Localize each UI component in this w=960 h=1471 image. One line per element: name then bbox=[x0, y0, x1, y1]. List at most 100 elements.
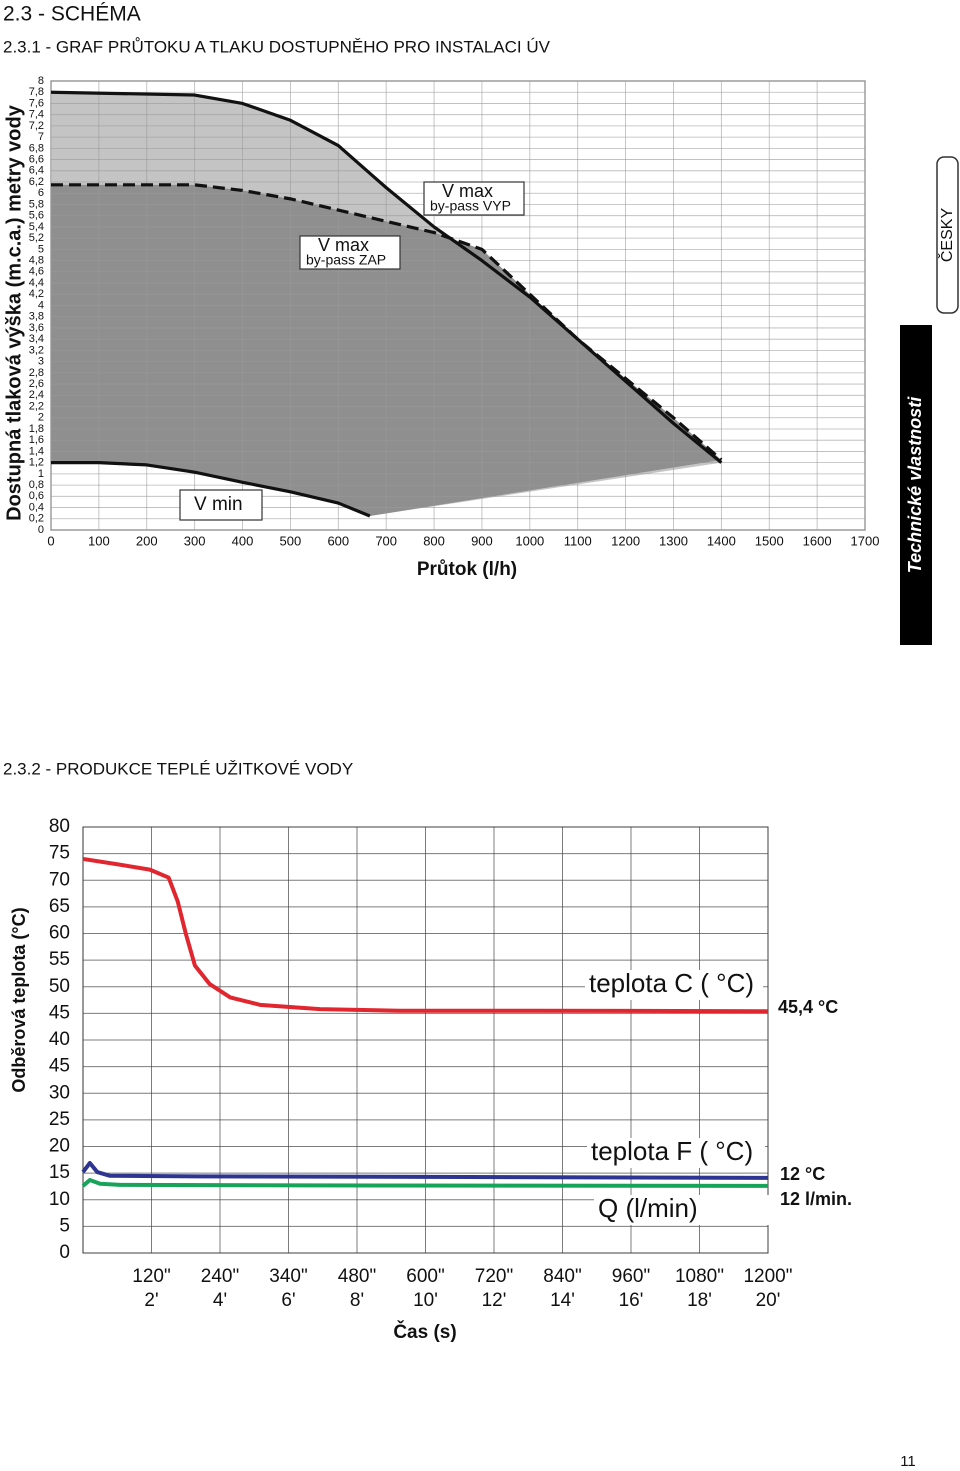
series-label-note: by-pass VYP bbox=[430, 198, 511, 214]
label-bg bbox=[587, 1138, 765, 1168]
y-tick-label: 5 bbox=[59, 1215, 70, 1236]
y-tick-label: 2,4 bbox=[29, 389, 44, 401]
x-tick-label: 1200 bbox=[611, 533, 640, 548]
y-tick-label: 5,4 bbox=[29, 221, 44, 233]
y-tick-label: 20 bbox=[49, 1136, 70, 1157]
y-tick-label: 4 bbox=[38, 299, 44, 311]
y-tick-label: 3,2 bbox=[29, 344, 44, 356]
annotation: 12 l/min. bbox=[780, 1189, 852, 1209]
x-axis-label: Čas (s) bbox=[393, 1321, 456, 1343]
y-tick-label: 40 bbox=[49, 1029, 70, 1050]
y-tick-label: 6,2 bbox=[29, 176, 44, 188]
x-tick-label: 600" bbox=[406, 1266, 444, 1287]
x-tick-sublabel: 8' bbox=[350, 1290, 364, 1311]
y-tick-label: 0 bbox=[59, 1242, 70, 1263]
x-tick-sublabel: 6' bbox=[281, 1290, 295, 1311]
x-tick-label: 1600 bbox=[803, 533, 832, 548]
x-tick-sublabel: 18' bbox=[687, 1290, 712, 1311]
heading: 2.3 - SCHÉMA bbox=[3, 3, 141, 26]
series-label: V max bbox=[318, 235, 369, 255]
x-tick-label: 1100 bbox=[564, 533, 592, 548]
x-tick-label: 340" bbox=[269, 1266, 307, 1287]
series-label-note: by-pass ZAP bbox=[306, 252, 386, 268]
y-tick-label: 1,2 bbox=[29, 457, 44, 469]
y-tick-label: 7,8 bbox=[29, 86, 44, 98]
y-tick-label: 5 bbox=[38, 243, 44, 255]
series-line bbox=[51, 183, 723, 462]
x-tick-label: 900 bbox=[471, 533, 493, 548]
y-tick-label: 65 bbox=[49, 896, 70, 917]
x-tick-label: 200 bbox=[136, 533, 158, 548]
x-tick-label: 400 bbox=[232, 533, 254, 548]
y-axis-label: Dostupná tlaková výška (m.c.a.) metry vo… bbox=[3, 104, 25, 521]
x-tick-label: 1400 bbox=[707, 533, 736, 548]
x-tick-label: 600 bbox=[327, 533, 349, 548]
x-tick-sublabel: 16' bbox=[619, 1290, 644, 1311]
series-label: V max bbox=[442, 181, 493, 201]
y-tick-label: 0,6 bbox=[29, 490, 44, 502]
page-number: 11 bbox=[900, 1453, 916, 1470]
y-tick-label: 1,4 bbox=[29, 445, 44, 457]
x-tick-label: 1500 bbox=[755, 533, 784, 548]
y-tick-label: 5,8 bbox=[29, 198, 44, 210]
y-tick-label: 2 bbox=[38, 412, 44, 424]
x-tick-label: 100 bbox=[88, 533, 110, 548]
y-tick-label: 4,4 bbox=[29, 277, 44, 289]
x-tick-sublabel: 2' bbox=[144, 1290, 158, 1311]
series-label: V min bbox=[194, 494, 243, 515]
y-tick-label: 0,8 bbox=[29, 479, 44, 491]
x-tick-sublabel: 10' bbox=[413, 1290, 438, 1311]
language-label: ČESKY bbox=[937, 208, 956, 263]
y-tick-label: 6,4 bbox=[29, 165, 44, 177]
series-label: teplota F ( °C) bbox=[591, 1136, 753, 1166]
section-tab bbox=[900, 325, 932, 645]
y-tick-label: 50 bbox=[49, 976, 70, 997]
x-tick-sublabel: 4' bbox=[213, 1290, 227, 1311]
series-line bbox=[50, 90, 723, 464]
y-tick-label: 3 bbox=[38, 356, 44, 368]
series-line bbox=[81, 1178, 769, 1188]
y-tick-label: 1,8 bbox=[29, 423, 44, 435]
y-tick-label: 45 bbox=[49, 1002, 70, 1023]
series-label: teplota C ( °C) bbox=[589, 968, 754, 998]
y-tick-label: 60 bbox=[49, 923, 70, 944]
series-label: Q (l/min) bbox=[598, 1193, 698, 1223]
y-tick-label: 0,4 bbox=[29, 501, 44, 513]
y-tick-label: 4,8 bbox=[29, 255, 44, 267]
y-tick-label: 55 bbox=[49, 949, 70, 970]
chart-title: 2.3.2 - PRODUKCE TEPLÉ UŽITKOVÉ VODY bbox=[3, 759, 353, 778]
x-tick-label: 1700 bbox=[851, 533, 880, 548]
chart-title: 2.3.1 - GRAF PRŮTOKU A TLAKU DOSTUPNĚHO … bbox=[3, 37, 551, 56]
y-tick-label: 5,2 bbox=[29, 232, 44, 244]
x-tick-label: 840" bbox=[543, 1266, 581, 1287]
x-tick-label: 960" bbox=[612, 1266, 650, 1287]
y-tick-label: 15 bbox=[49, 1162, 70, 1183]
x-tick-label: 720" bbox=[475, 1266, 513, 1287]
y-tick-label: 3,6 bbox=[29, 322, 44, 334]
x-tick-label: 700 bbox=[375, 533, 397, 548]
y-tick-label: 4,2 bbox=[29, 288, 44, 300]
y-tick-label: 30 bbox=[49, 1082, 70, 1103]
y-tick-label: 70 bbox=[49, 869, 70, 890]
language-tab bbox=[936, 156, 959, 314]
x-tick-label: 1080" bbox=[675, 1266, 724, 1287]
series-line bbox=[82, 856, 769, 1014]
y-tick-label: 80 bbox=[49, 816, 70, 837]
label-bg bbox=[594, 1195, 772, 1225]
y-tick-label: 7,6 bbox=[29, 97, 44, 109]
x-tick-label: 480" bbox=[338, 1266, 376, 1287]
x-tick-label: 800 bbox=[423, 533, 445, 548]
y-tick-label: 2,8 bbox=[29, 367, 44, 379]
y-tick-label: 25 bbox=[49, 1109, 70, 1130]
series-label-box bbox=[299, 235, 401, 270]
y-tick-label: 4,6 bbox=[29, 266, 44, 278]
x-tick-label: 240" bbox=[201, 1266, 239, 1287]
y-tick-label: 6,8 bbox=[29, 142, 44, 154]
y-tick-label: 1,6 bbox=[29, 434, 44, 446]
x-axis-label: Průtok (l/h) bbox=[417, 559, 517, 580]
y-tick-label: 7 bbox=[38, 131, 44, 143]
x-tick-sublabel: 14' bbox=[550, 1290, 575, 1311]
x-tick-sublabel: 20' bbox=[756, 1290, 781, 1311]
x-tick-label: 0 bbox=[47, 533, 54, 548]
